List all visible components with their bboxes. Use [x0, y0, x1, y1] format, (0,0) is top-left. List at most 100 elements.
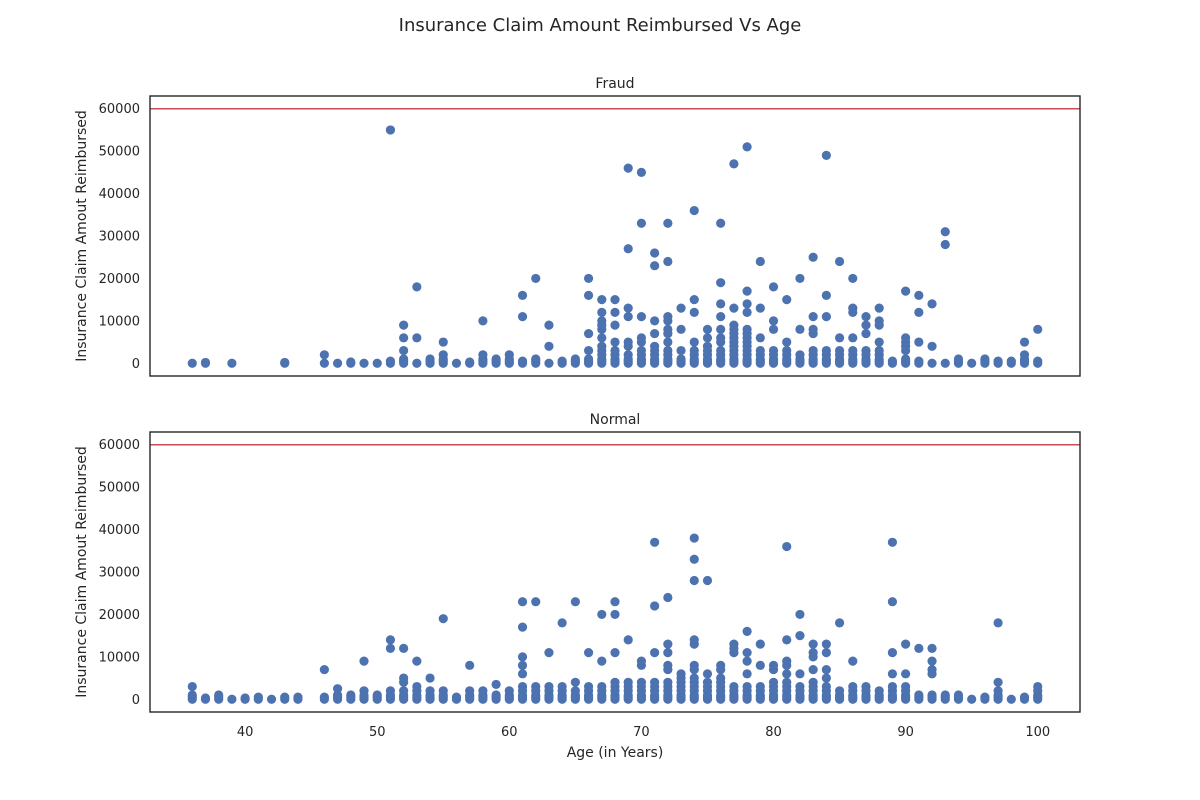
normal-data-point [385, 635, 396, 645]
fraud-data-point [702, 333, 713, 343]
fraud-data-point [359, 358, 369, 368]
normal-data-point [821, 639, 831, 649]
fraud-data-point [901, 354, 911, 364]
normal-data-point [438, 686, 448, 696]
fraud-data-point [623, 244, 633, 254]
fraud-data-point [610, 320, 620, 330]
normal-data-point [597, 656, 607, 666]
fraud-data-point [610, 337, 620, 347]
fraud-data-point [583, 290, 594, 300]
fraud-data-point [663, 256, 673, 267]
normal-data-point [517, 660, 528, 670]
normal-data-point [901, 681, 911, 692]
fraud-data-point [768, 345, 779, 356]
normal-data-point [517, 681, 528, 692]
fraud-data-point [953, 354, 964, 364]
fraud-data-point [689, 205, 699, 216]
normal-data-point [623, 635, 633, 645]
normal-y-tick-label: 40000 [99, 523, 140, 538]
normal-data-point [517, 622, 528, 632]
normal-data-point [901, 639, 911, 649]
fraud-data-point [570, 354, 580, 364]
fraud-data-point [1033, 356, 1043, 366]
normal-data-point [940, 690, 950, 700]
fraud-data-point [755, 333, 765, 343]
fraud-data-point [782, 337, 792, 347]
normal-x-tick-label: 90 [897, 725, 914, 740]
normal-data-point [570, 677, 580, 687]
normal-data-point [702, 677, 713, 687]
normal-data-point [742, 656, 752, 666]
fraud-panel-title: Fraud [595, 76, 634, 92]
fraud-plot-content: 0 10000 20000 30000 40000 50000 60000 [99, 95, 1081, 377]
fraud-data-point [531, 354, 541, 364]
normal-data-point [583, 648, 594, 658]
fraud-data-point [610, 345, 620, 356]
fraud-data-point [967, 358, 977, 368]
normal-x-tick-label: 50 [369, 725, 386, 740]
normal-data-point [240, 693, 250, 703]
normal-data-point [821, 681, 831, 692]
normal-data-point [319, 692, 329, 702]
fraud-data-point [834, 345, 845, 356]
fraud-data-point [663, 345, 673, 356]
normal-data-point [716, 660, 726, 670]
normal-data-point [583, 681, 594, 692]
fraud-data-point [808, 345, 818, 356]
fraud-data-point [636, 167, 647, 177]
fraud-data-point [412, 358, 422, 368]
fraud-data-point [940, 358, 950, 368]
normal-data-point [359, 656, 369, 666]
fraud-data-point [517, 312, 528, 322]
normal-data-point [887, 681, 898, 692]
fraud-data-point [650, 248, 660, 258]
fraud-data-point [597, 307, 607, 317]
x-axis-label: Age (in Years) [567, 745, 664, 761]
normal-data-point [980, 692, 990, 702]
normal-data-point [650, 537, 660, 547]
normal-data-point [412, 681, 422, 692]
fraud-data-point [676, 345, 686, 356]
fraud-data-point [689, 337, 699, 347]
normal-data-point [689, 660, 699, 670]
normal-data-point [808, 639, 818, 649]
fraud-y-tick-label: 20000 [99, 272, 140, 287]
normal-data-point [782, 541, 792, 552]
fraud-data-point [782, 345, 792, 356]
normal-data-point [517, 669, 528, 679]
fraud-data-point [940, 239, 950, 250]
normal-data-point [399, 673, 409, 683]
normal-data-point [729, 681, 739, 692]
normal-data-point [650, 677, 660, 687]
normal-data-point [834, 618, 845, 628]
normal-data-point [689, 635, 699, 645]
fraud-data-point [517, 290, 528, 300]
fraud-data-point [491, 354, 501, 364]
fraud-data-point [200, 357, 211, 368]
fraud-data-point [504, 350, 514, 360]
normal-data-point [570, 597, 580, 607]
fraud-data-point [874, 316, 884, 326]
fraud-y-tick-label: 50000 [99, 145, 140, 160]
fraud-data-point [583, 354, 594, 364]
normal-data-point [848, 681, 858, 692]
normal-data-point [795, 631, 805, 641]
fraud-data-point [544, 358, 554, 368]
fraud-data-point [755, 303, 765, 313]
normal-data-point [663, 639, 673, 649]
normal-data-point [887, 537, 898, 547]
fraud-data-point [848, 333, 858, 343]
normal-data-point [1006, 694, 1016, 704]
normal-data-point [782, 656, 792, 666]
fraud-data-point [914, 337, 924, 347]
normal-data-point [993, 686, 1003, 696]
fraud-y-tick-label: 10000 [99, 314, 140, 329]
fraud-data-point [451, 358, 462, 368]
normal-data-point [610, 609, 620, 620]
normal-plot-frame [149, 431, 1081, 713]
fraud-data-point [768, 324, 779, 334]
normal-y-tick-label: 0 [132, 693, 140, 708]
fraud-data-point [861, 312, 871, 322]
fraud-data-point [663, 218, 673, 228]
normal-data-point [253, 692, 263, 702]
